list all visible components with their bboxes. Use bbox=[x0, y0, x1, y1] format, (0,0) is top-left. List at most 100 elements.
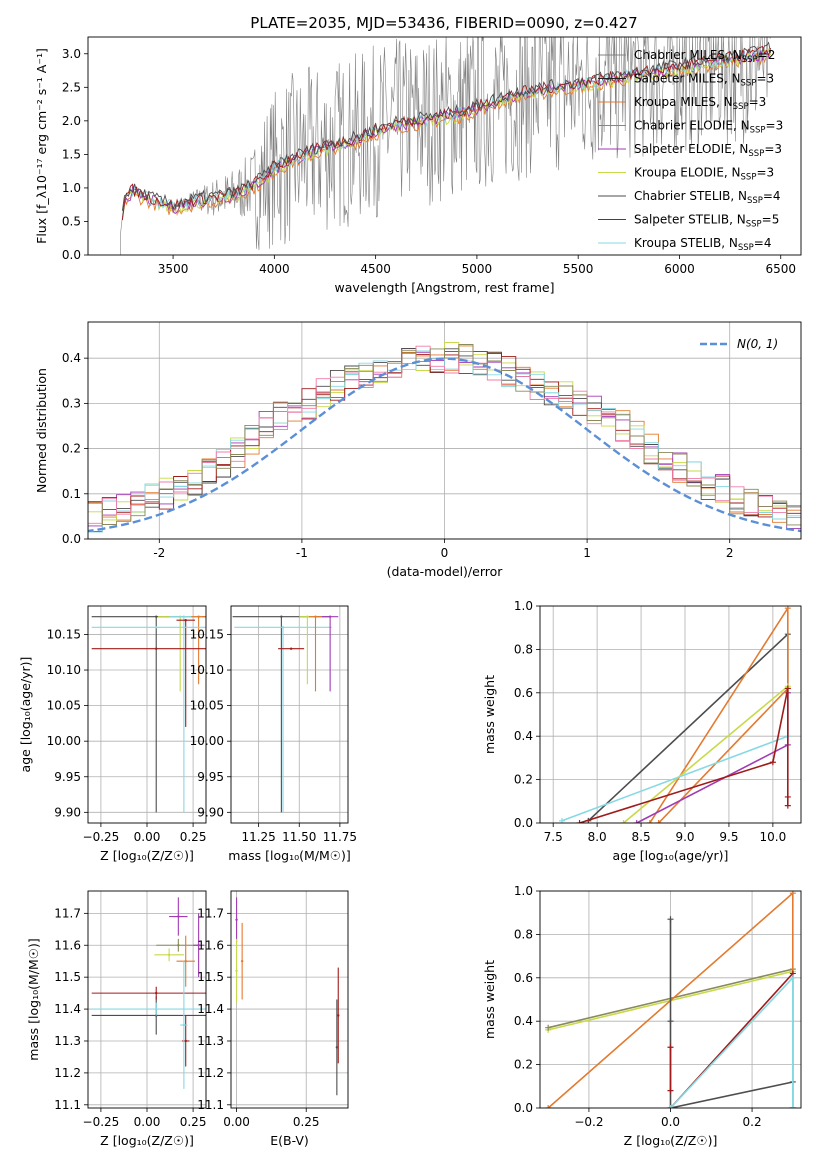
y-tick-label: 10.10 bbox=[190, 663, 224, 677]
histogram-chabrier_elodie bbox=[88, 344, 801, 526]
x-axis-label: Z [log₁₀(Z/Z☉)] bbox=[100, 1133, 194, 1148]
y-tick-label: 0.5 bbox=[62, 214, 81, 228]
data-point bbox=[280, 615, 283, 618]
y-tick-label: 11.6 bbox=[197, 938, 224, 952]
x-tick-label: -2 bbox=[153, 546, 165, 560]
data-point bbox=[335, 1046, 339, 1049]
x-tick-label: 0.25 bbox=[180, 1115, 207, 1129]
legend-count: =3 bbox=[766, 119, 784, 133]
legend-label: Salpeter MILES, NSSP=3 bbox=[634, 72, 774, 89]
data-point bbox=[197, 944, 200, 947]
plot-area bbox=[540, 606, 801, 823]
panel-7: −0.2 0.0 0.2 0.0 0.2 0.4 0.6 0.8 1.0 Z [log₁₀(Z/Z… bbox=[482, 884, 802, 1148]
series-marker bbox=[667, 916, 674, 923]
y-axis-label: age [log₁₀(age/yr)] bbox=[18, 657, 33, 773]
y-tick-label: 0.1 bbox=[62, 487, 81, 501]
x-tick-label: 11.25 bbox=[241, 830, 275, 844]
x-tick-label: 6000 bbox=[664, 262, 695, 276]
x-tick-label: 4500 bbox=[360, 262, 391, 276]
y-tick-label: 0.2 bbox=[514, 1058, 533, 1072]
y-tick-label: 9.90 bbox=[54, 805, 81, 819]
legend-label: Salpeter STELIB, NSSP=5 bbox=[634, 213, 779, 230]
y-tick-label: 11.7 bbox=[197, 906, 224, 920]
axes-frame bbox=[539, 890, 802, 1109]
plot-area bbox=[88, 891, 206, 1108]
histogram-kroupa_stelib bbox=[88, 350, 801, 533]
y-tick-label: 11.2 bbox=[197, 1066, 224, 1080]
series-line-kroupa_stelib bbox=[669, 975, 794, 1108]
x-axis-label: (data-model)/error bbox=[387, 564, 504, 579]
x-tick-label: -1 bbox=[296, 546, 308, 560]
data-point bbox=[182, 1023, 186, 1027]
legend-subscript: SSP bbox=[746, 220, 762, 230]
x-axis-label: E(B-V) bbox=[270, 1133, 309, 1148]
legend-subscript: SSP bbox=[741, 79, 757, 89]
series-marker bbox=[784, 793, 791, 800]
histogram-normal bbox=[88, 345, 801, 524]
x-tick-label: 1 bbox=[583, 546, 591, 560]
legend-subscript: SSP bbox=[748, 149, 764, 159]
plot-area bbox=[231, 891, 348, 1108]
legend-label: Chabrier STELIB, NSSP=4 bbox=[634, 189, 781, 206]
y-tick-label: 0.4 bbox=[514, 729, 533, 743]
x-tick-label: 5000 bbox=[462, 262, 493, 276]
series-marker bbox=[667, 1105, 674, 1108]
y-tick-label: 0.4 bbox=[62, 351, 81, 365]
y-tick-label: 11.7 bbox=[54, 906, 81, 920]
data-point bbox=[182, 615, 186, 618]
data-point bbox=[235, 969, 238, 972]
y-axis-label: mass weight bbox=[482, 675, 497, 754]
model-spectrum-chabrier_stelib bbox=[121, 41, 772, 211]
y-tick-label: 0.8 bbox=[514, 927, 533, 941]
plot-area bbox=[231, 606, 348, 823]
series-marker bbox=[576, 820, 583, 823]
series-marker bbox=[633, 820, 640, 823]
x-axis-label: Z [log₁₀(Z/Z☉)] bbox=[100, 848, 194, 863]
legend-subscript: SSP bbox=[747, 196, 763, 206]
x-tick-label: 0 bbox=[441, 546, 449, 560]
legend-count: =4 bbox=[754, 236, 772, 250]
axes-frame bbox=[539, 605, 802, 824]
y-tick-label: 0.2 bbox=[514, 773, 533, 787]
x-tick-label: 0.00 bbox=[134, 830, 161, 844]
series-marker bbox=[789, 1105, 796, 1108]
axes-frame bbox=[230, 890, 349, 1109]
data-point bbox=[177, 944, 180, 947]
y-tick-label: 11.6 bbox=[54, 938, 81, 952]
x-axis-label: Z [log₁₀(Z/Z☉)] bbox=[624, 1133, 718, 1148]
panel-6: 0.00 0.25 11.1 11.2 11.3 11.4 11.5 11.6 11.7 E(B-… bbox=[197, 890, 349, 1148]
y-tick-label: 10.05 bbox=[190, 699, 224, 713]
y-tick-label: 0.3 bbox=[62, 396, 81, 410]
histogram-salpeter_stelib bbox=[88, 351, 801, 528]
legend-label: Chabrier MILES, NSSP=2 bbox=[634, 48, 775, 65]
data-point bbox=[289, 647, 293, 650]
y-tick-label: 0.0 bbox=[514, 816, 533, 830]
legend-label: Kroupa STELIB, NSSP=4 bbox=[634, 236, 772, 253]
legend-label: Salpeter ELODIE, NSSP=3 bbox=[634, 142, 782, 159]
y-tick-label: 9.90 bbox=[197, 805, 224, 819]
y-tick-label: 9.95 bbox=[197, 770, 224, 784]
data-point bbox=[328, 615, 332, 618]
legend-count: =5 bbox=[762, 213, 780, 227]
series-marker bbox=[769, 759, 776, 766]
x-tick-label: 2 bbox=[726, 546, 734, 560]
data-point bbox=[235, 918, 238, 921]
series-marker bbox=[667, 1044, 674, 1051]
legend-subscript: SSP bbox=[750, 126, 766, 136]
y-tick-label: 11.4 bbox=[54, 1002, 81, 1016]
x-tick-label: 5500 bbox=[563, 262, 594, 276]
y-tick-label: 0.2 bbox=[62, 442, 81, 456]
y-tick-label: 11.4 bbox=[197, 1002, 224, 1016]
data-point bbox=[155, 647, 158, 650]
figure-title: PLATE=2035, MJD=53436, FIBERID=0090, z=0… bbox=[250, 14, 637, 32]
legend-count: =3 bbox=[749, 95, 767, 109]
y-tick-label: 1.5 bbox=[62, 147, 81, 161]
histogram-kroupa_miles bbox=[88, 345, 801, 524]
x-tick-label: 9.5 bbox=[719, 830, 738, 844]
y-tick-label: 9.95 bbox=[54, 770, 81, 784]
axes-frame bbox=[87, 321, 802, 540]
histogram-chabrier_stelib bbox=[88, 347, 801, 532]
series-marker bbox=[620, 820, 627, 823]
x-tick-label: 8.0 bbox=[588, 830, 607, 844]
